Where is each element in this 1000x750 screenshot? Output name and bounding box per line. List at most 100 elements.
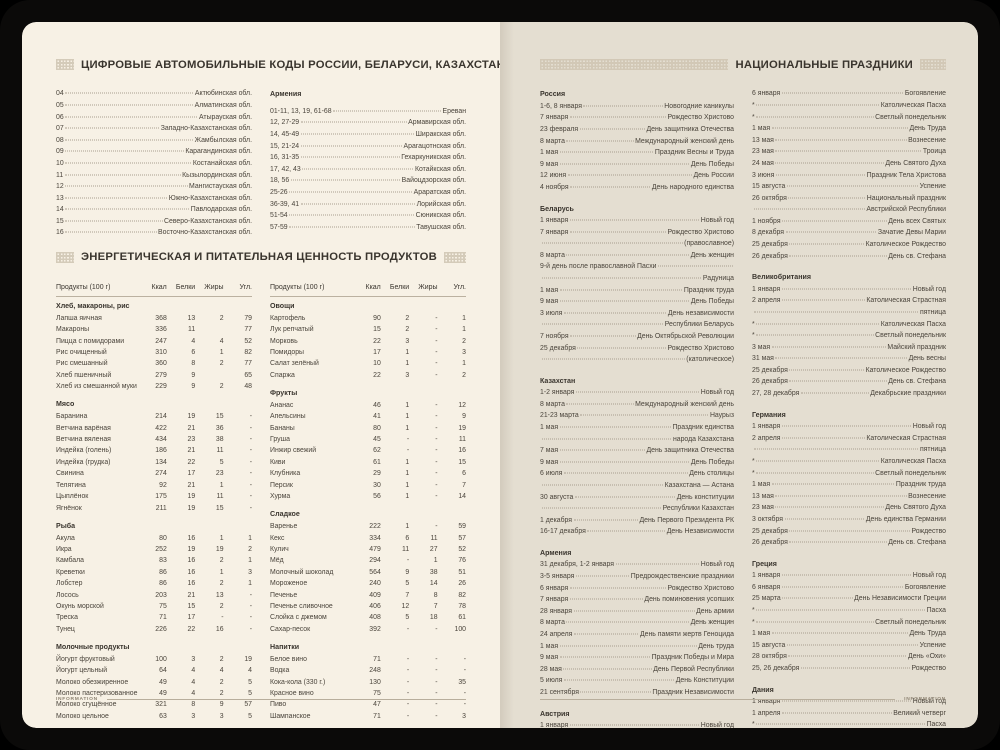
product-value: - [249, 504, 252, 512]
list-item-value: День св. Стефана [888, 252, 946, 260]
list-item-value: День Труда [909, 630, 946, 638]
product-value: 49 [159, 689, 167, 697]
product-name: Печенье сливочное [270, 602, 333, 610]
product-name: Кекс [270, 534, 285, 542]
auto-codes-column-right: Армения 01-11, 13, 19, 61-68 Ереван 12, 27-… [270, 89, 466, 240]
product-value: 1 [405, 523, 410, 531]
product-value: - [406, 625, 410, 633]
product-value: 2 [405, 314, 410, 322]
dot-leader [775, 357, 908, 359]
list-item-key: 7 ноября [540, 333, 569, 340]
dot-leader [289, 191, 413, 193]
list-item-key: * [752, 618, 755, 626]
table-row: Акула 80 16 1 1 [56, 533, 252, 544]
product-name: Сахар-песок [270, 625, 311, 633]
list-item: 25 декабря Католическое Рождество [752, 366, 946, 378]
product-value: 6 [191, 349, 196, 357]
dot-leader [577, 347, 666, 349]
dot-leader [569, 724, 700, 726]
product-name: Водка [270, 667, 290, 675]
section-title-auto-codes: ЦИФРОВЫЕ АВТОМОБИЛЬНЫЕ КОДЫ РОССИИ, БЕЛА… [81, 58, 579, 71]
dot-leader [753, 208, 865, 210]
table-group-label: Рыба [56, 521, 76, 530]
product-value: 57 [244, 701, 252, 709]
list-item-value: День женщин [690, 619, 734, 627]
table-row: Йогурт цельный 64 4 4 4 [56, 666, 252, 677]
list-item: народа Казахстана [540, 434, 734, 446]
table-group-label: Овощи [270, 301, 295, 310]
table-row: Груша 45 - - 11 [270, 435, 466, 446]
table-body: Овощи Картофель 90 2-1 Лук репчатый 15 2-1 Морк… [270, 296, 466, 722]
list-item-value: Алматинская обл. [194, 101, 252, 109]
product-value: - [435, 424, 438, 432]
list-item-value: Гехаркуникская обл. [401, 154, 466, 162]
list-item-key: 27, 28 декабря [752, 390, 800, 398]
nutrition-table-left: Продукты (100 г) Ккал Белки Жиры Угл. Хлеб, … [56, 281, 252, 723]
list-item-key: 14, 45-49 [270, 131, 300, 139]
product-name: Ананас [270, 401, 294, 409]
list-item: 3 июля День независимости [540, 308, 734, 320]
list-item-value: Республики Казахстан [662, 505, 734, 513]
product-value: 22 [187, 625, 196, 633]
list-item-value: Успение [919, 641, 946, 649]
list-item-key: 3-5 января [540, 573, 575, 581]
dot-leader [541, 507, 662, 509]
product-value: 9 [191, 383, 196, 391]
list-item: 16, 31-35 Гехаркуникская обл. [270, 153, 466, 165]
list-item-value: День конституции [676, 493, 734, 501]
table-row: Кока-кола (330 г.) 130 - - 35 [270, 677, 466, 688]
list-item-key: 24 апреля [540, 631, 573, 639]
table-row: Инжир свежий 62 - - 16 [270, 446, 466, 457]
dot-leader [541, 438, 672, 440]
list-item-value: День Независимости [666, 528, 734, 536]
dot-leader [756, 472, 874, 474]
list-item-key: 1-2 января [540, 389, 575, 397]
product-value: 27 [429, 545, 438, 553]
list-item: 8 марта Международный женский день [540, 136, 734, 148]
product-value: - [435, 493, 438, 501]
group-label: Беларусь [540, 204, 574, 213]
nutrition-table-right: Продукты (100 г) Ккал Белки Жиры Угл. Овощи К… [270, 281, 466, 723]
product-value: 90 [373, 314, 381, 322]
product-value: 19 [187, 504, 196, 512]
list-item: 8 декабря Зачатие Девы Марии [752, 228, 946, 240]
product-value: 8 [433, 591, 438, 599]
product-value: 57 [458, 534, 466, 542]
product-value: - [249, 436, 252, 444]
dot-leader [65, 139, 194, 141]
product-value: 92 [159, 481, 167, 489]
list-item: 23 февраля День защитника Отечества [540, 125, 734, 137]
list-item-value: Ширакская обл. [415, 131, 466, 139]
list-item-value: День труда [698, 642, 734, 650]
list-item: 9 мая Праздник Победы и Мира [540, 653, 734, 665]
product-value: 16 [458, 447, 466, 455]
product-value: 5 [405, 580, 410, 588]
table-row: Салат зелёный 10 1 - 1 [270, 359, 466, 370]
product-value: 2 [219, 383, 224, 391]
product-value: - [249, 614, 252, 622]
product-value: 26 [458, 580, 466, 588]
left-page-footer: INFORMATION [56, 697, 466, 702]
product-name: Красное вино [270, 689, 314, 697]
list-item-key: 1 января [540, 217, 569, 225]
product-name: Молоко цельное [56, 712, 109, 720]
table-row: Пиво 47 - - - [270, 700, 466, 711]
list-item-key: 28 октября [752, 653, 787, 661]
list-item: 4 ноября День народного единства [540, 183, 734, 195]
list-item-key: 25 декабря [752, 527, 788, 535]
product-value: 22 [373, 337, 381, 345]
table-group-label: Сладкое [270, 510, 300, 519]
list-item-key: 25-26 [270, 188, 288, 196]
dot-leader [775, 150, 922, 152]
list-item-key: 8 марта [540, 400, 565, 408]
dot-leader [756, 116, 874, 118]
product-value: 3 [191, 712, 196, 720]
list-item-value: пятница [919, 308, 946, 316]
list-item-value: Ереван [442, 107, 466, 115]
list-item: 12 июня День России [540, 171, 734, 183]
list-item: 14 Павлодарская обл. [56, 205, 252, 217]
list-item-value: Новогодние каникулы [664, 102, 734, 110]
table-row: Печенье сливочное 406 12 7 78 [270, 602, 466, 613]
product-value: 46 [373, 401, 381, 409]
list-item-key: 7 января [540, 114, 569, 122]
